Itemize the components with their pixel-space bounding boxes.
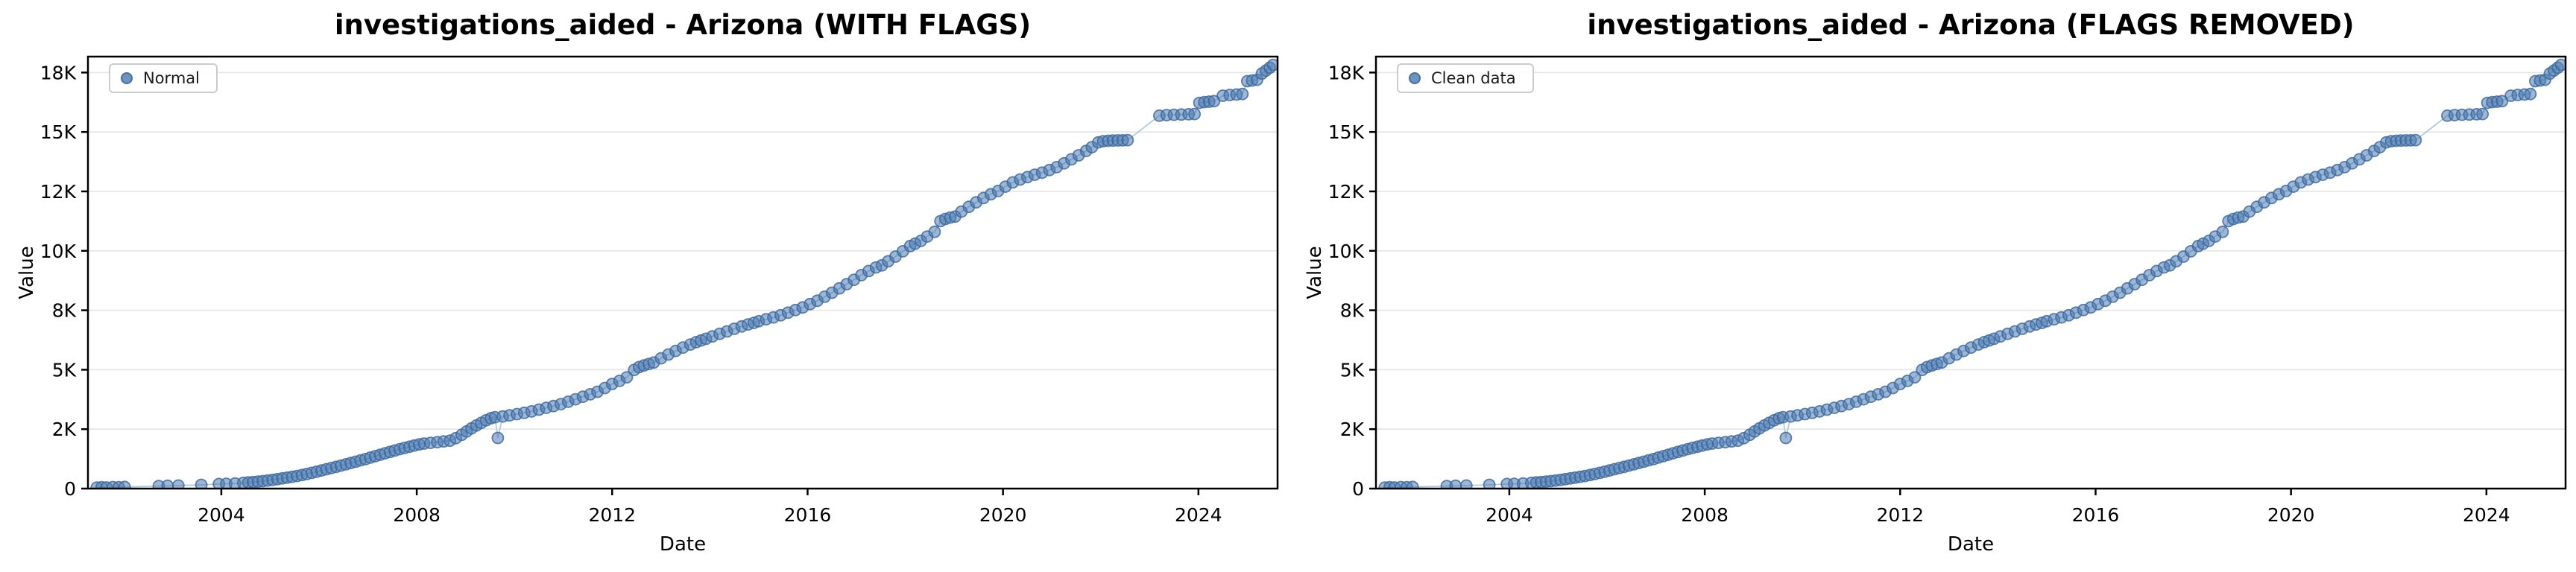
axes-spines (1374, 55, 2567, 490)
y-tick-label: 2K (52, 419, 77, 440)
data-point (171, 479, 185, 489)
x-tick-label: 2024 (2463, 504, 2510, 526)
x-tick-label: 2004 (198, 504, 245, 526)
data-point (2496, 95, 2509, 108)
data-point (2554, 58, 2566, 72)
x-tick-label: 2016 (2072, 504, 2120, 526)
data-point (1266, 58, 1278, 72)
right-chart-title: investigations_aided - Arizona (FLAGS RE… (1587, 9, 2355, 41)
y-tick-label: 18K (1328, 62, 1365, 83)
left-plot-canvas: 2004 2008 2012 2016 2020 2024 0 2K 5K 8K 10K 12K 15K… (40, 55, 1279, 526)
left-x-axis-label: Date (659, 533, 707, 556)
axis-ticks: 2004 2008 2012 2016 2020 2024 0 2K 5K 8K 10K 12K 15K… (1328, 62, 2510, 526)
data-point (2216, 225, 2229, 238)
y-tick-label: 0 (64, 478, 76, 500)
y-tick-label: 0 (1352, 478, 1364, 500)
x-tick-label: 2012 (588, 504, 636, 526)
data-point (1121, 133, 1134, 147)
right-legend-label: Clean data (1431, 69, 1516, 87)
scatter-marker-icon (121, 72, 133, 84)
y-tick-label: 10K (40, 241, 77, 262)
x-tick-label: 2020 (2267, 504, 2315, 526)
data-point (2524, 87, 2537, 101)
y-gridlines (1376, 72, 2566, 430)
data-point (620, 371, 634, 384)
x-tick-label: 2012 (1876, 504, 1924, 526)
data-point (1208, 95, 1221, 108)
right-plot-canvas: 2004 2008 2012 2016 2020 2024 0 2K 5K 8K 10K 12K 15K… (1328, 55, 2567, 526)
y-tick-label: 18K (40, 62, 77, 83)
series-line (96, 64, 1274, 489)
y-tick-label: 8K (52, 300, 77, 322)
right-x-axis-label: Date (1947, 533, 1995, 556)
left-legend-label: Normal (143, 69, 200, 87)
y-gridlines (88, 72, 1278, 430)
y-tick-label: 15K (1328, 121, 1365, 143)
y-tick-label: 8K (1340, 300, 1365, 322)
data-point (2409, 133, 2422, 147)
y-tick-label: 5K (1340, 359, 1365, 381)
y-tick-label: 2K (1340, 419, 1365, 440)
data-point (1406, 480, 1419, 489)
y-tick-label: 5K (52, 359, 77, 381)
data-point (491, 431, 505, 445)
x-tick-label: 2008 (393, 504, 441, 526)
x-tick-label: 2020 (979, 504, 1027, 526)
right-chart-panel: 2004 2008 2012 2016 2020 2024 0 2K 5K 8K 10K 12K 15K… (1288, 0, 2576, 572)
x-tick-label: 2008 (1681, 504, 1729, 526)
series-line (1384, 64, 2562, 489)
data-point (195, 478, 208, 489)
y-tick-label: 10K (1328, 241, 1365, 262)
x-tick-label: 2016 (784, 504, 832, 526)
left-y-axis-label: Value (16, 246, 38, 299)
data-point (1188, 107, 1201, 121)
scatter-marker-icon (1409, 72, 1421, 84)
axes-spines (86, 55, 1279, 490)
data-point (1459, 479, 1473, 489)
left-chart-panel: 2004 2008 2012 2016 2020 2024 0 2K 5K 8K 10K 12K 15K… (16, 9, 1279, 556)
data-point (1779, 431, 1793, 445)
x-tick-label: 2004 (1486, 504, 1533, 526)
y-tick-label: 12K (40, 181, 77, 203)
data-point (118, 480, 131, 489)
data-point (1236, 87, 1249, 101)
data-point (928, 225, 941, 238)
y-tick-label: 12K (1328, 181, 1365, 203)
right-y-axis-label: Value (1304, 246, 1326, 299)
axis-ticks: 2004 2008 2012 2016 2020 2024 0 2K 5K 8K 10K 12K 15K… (40, 62, 1222, 526)
data-series (1378, 58, 2566, 489)
left-legend: Normal (109, 63, 218, 93)
x-tick-label: 2024 (1175, 504, 1222, 526)
data-point (161, 479, 174, 489)
data-series (90, 58, 1278, 489)
right-legend: Clean data (1397, 63, 1534, 93)
data-point (2476, 107, 2489, 121)
data-point (1908, 371, 1922, 384)
y-tick-label: 15K (40, 121, 77, 143)
left-chart-title: investigations_aided - Arizona (WITH FLA… (334, 9, 1032, 41)
data-point (1449, 479, 1462, 489)
data-point (1483, 478, 1496, 489)
